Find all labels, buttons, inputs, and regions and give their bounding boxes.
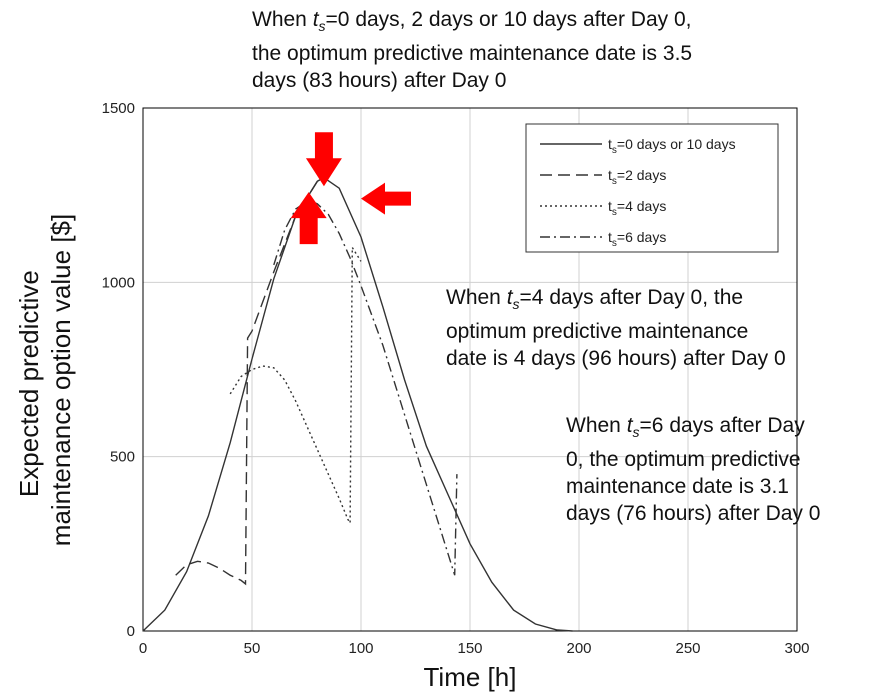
y-tick-label: 1500 <box>102 100 135 117</box>
x-tick-label: 150 <box>457 640 482 657</box>
y-tick-label: 0 <box>127 623 135 640</box>
annotation-ts-0-2-10: When ts=0 days, 2 days or 10 days after … <box>252 6 852 94</box>
arrow-left-icon <box>361 182 411 215</box>
annotation-line: the optimum predictive maintenance date … <box>252 42 693 66</box>
x-tick-label: 100 <box>348 640 373 657</box>
x-axis-label: Time [h] <box>424 662 517 692</box>
annotation-var: t <box>312 8 319 31</box>
x-tick-label: 200 <box>566 640 591 657</box>
annotation-var: t <box>626 414 633 437</box>
arrow-up-icon <box>290 192 327 245</box>
x-tick-label: 50 <box>244 640 261 657</box>
y-tick-label: 1000 <box>102 274 135 291</box>
annotation-text: When <box>252 8 313 31</box>
annotation-sub: s <box>632 424 640 441</box>
annotation-text: When <box>566 414 627 437</box>
annotation-var: t <box>506 286 513 309</box>
annotation-text: =4 days after Day 0, the <box>519 286 744 309</box>
annotation-text: =0 days, 2 days or 10 days after Day 0, <box>325 8 692 31</box>
annotation-line: days (76 hours) after Day 0 <box>566 502 821 526</box>
x-tick-label: 300 <box>784 640 809 657</box>
annotation-text: =6 days after Day <box>639 414 805 437</box>
legend-label-2: ts=2 days <box>608 167 666 187</box>
y-axis-label-line-1: Expected predictive <box>14 270 44 497</box>
series-group <box>142 176 573 632</box>
legend-label-4: ts=6 days <box>608 229 666 249</box>
annotation-line: 0, the optimum predictive <box>566 448 801 472</box>
annotation-sub: s <box>318 18 326 35</box>
series-line-4 <box>273 199 458 576</box>
series-line-3 <box>229 245 362 526</box>
y-axis-label: Expected predictive maintenance option v… <box>14 214 76 546</box>
legend-label-3: ts=4 days <box>608 198 666 218</box>
legend: ts=0 days or 10 days ts=2 days ts=4 days ts… <box>525 123 779 253</box>
series-line-1 <box>142 176 573 632</box>
y-axis-label-line-2: maintenance option value [$] <box>46 214 76 546</box>
arrow-down-icon <box>305 132 342 187</box>
y-tick-label: 500 <box>110 449 135 466</box>
series-line-2 <box>175 180 318 586</box>
arrow-markers <box>290 132 411 245</box>
legend-label-1: ts=0 days or 10 days <box>608 136 736 156</box>
x-tick-label: 250 <box>675 640 700 657</box>
annotation-ts-4: When ts=4 days after Day 0, the optimum … <box>446 284 883 372</box>
annotation-line: days (83 hours) after Day 0 <box>252 69 507 93</box>
annotation-line: date is 4 days (96 hours) after Day 0 <box>446 347 786 371</box>
annotation-sub: s <box>512 296 520 313</box>
annotation-line: optimum predictive maintenance <box>446 320 749 344</box>
axis-ticks: 0 50 100 150 200 250 300 0 500 1000 1500 <box>102 100 810 657</box>
plot-frame <box>142 107 798 632</box>
annotation-text: When <box>446 286 507 309</box>
annotation-ts-6: When ts=6 days after Day 0, the optimum … <box>566 412 883 527</box>
legend-box <box>525 123 779 253</box>
x-tick-label: 0 <box>139 640 147 657</box>
annotation-line: maintenance date is 3.1 <box>566 475 789 499</box>
